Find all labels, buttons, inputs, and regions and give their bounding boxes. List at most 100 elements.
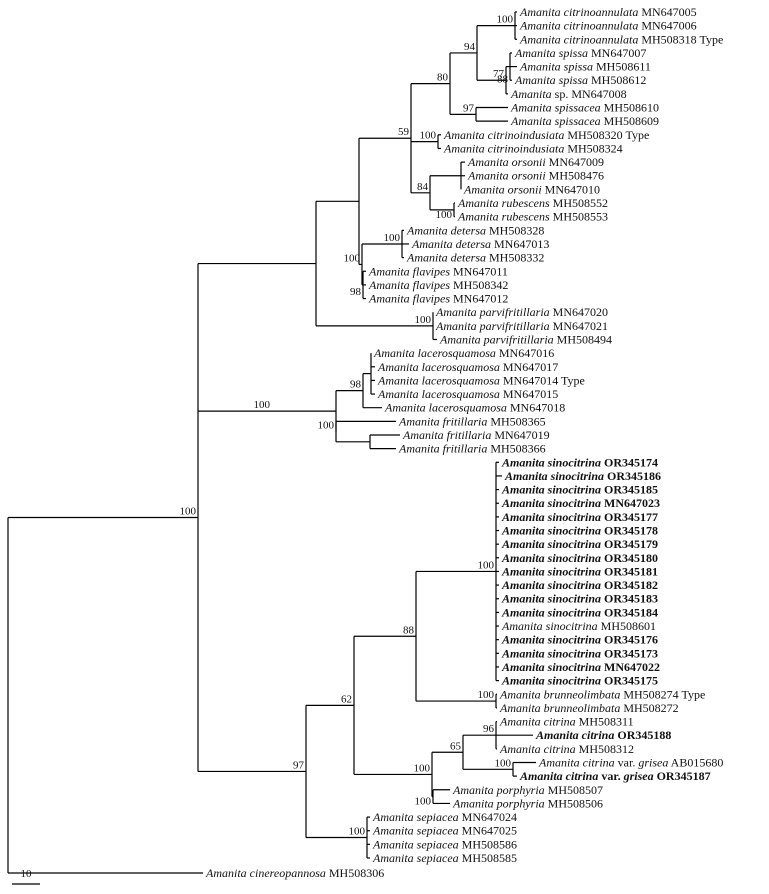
taxon-label: Amanita spissa MH508612 — [514, 73, 646, 87]
taxon-label: Amanita flavipes MH508342 — [368, 278, 508, 292]
taxon-accession: MN647022 — [601, 660, 660, 674]
taxon-species: Amanita sepiacea — [372, 837, 459, 851]
taxon-label: Amanita spissacea MH508610 — [510, 101, 659, 115]
taxon-accession: MH508311 — [576, 715, 634, 729]
taxon-label: Amanita citrina var. grisea OR345187 — [519, 769, 711, 783]
taxon-labels: Amanita citrinoannulata MN647005Amanita … — [205, 5, 723, 880]
taxon-species: Amanita orsonii — [463, 182, 542, 196]
taxon-type-mark: Type — [697, 32, 724, 46]
taxon-accession: OR345179 — [601, 537, 658, 551]
taxon-species: Amanita sinocitrina — [501, 564, 601, 578]
taxon-label: Amanita citrinoannulata MN647005 — [519, 5, 697, 19]
support-value: 100 — [478, 559, 495, 571]
support-value: 88 — [403, 624, 415, 636]
taxon-accession: MH508332 — [486, 251, 544, 265]
taxon-species: Amanita citrina — [538, 755, 615, 769]
taxon-species: Amanita flavipes — [368, 278, 450, 292]
taxon-species: Amanita sinocitrina — [501, 592, 601, 606]
taxon-species: Amanita sinocitrina — [501, 605, 601, 619]
taxon-species: Amanita detersa — [406, 223, 486, 237]
support-value: 100 — [180, 506, 197, 518]
taxon-label: Amanita fritillaria MH508366 — [398, 442, 546, 456]
taxon-label: Amanita porphyria MH508507 — [452, 783, 603, 797]
taxon-species: Amanita — [510, 87, 552, 101]
taxon-species: Amanita sinocitrina — [501, 551, 601, 565]
taxon-label: Amanita sinocitrina OR345182 — [501, 578, 658, 592]
taxon-accession: MH508476 — [546, 169, 604, 183]
taxon-accession: OR345187 — [654, 769, 711, 783]
taxon-label: Amanita sinocitrina OR345175 — [501, 674, 658, 688]
taxon-species: Amanita spissa — [519, 60, 593, 74]
taxon-accession: MH508324 — [564, 141, 622, 155]
taxon-species: Amanita citrina — [499, 715, 576, 729]
taxon-species: Amanita brunneolimbata — [499, 687, 620, 701]
taxon-label: Amanita citrinoindusiata MH508324 — [443, 141, 623, 155]
taxon-label: Amanita sinocitrina OR345180 — [501, 551, 658, 565]
taxon-label: Amanita sinocitrina OR345176 — [501, 633, 658, 647]
taxon-species: Amanita fritillaria — [402, 428, 491, 442]
support-value: 80 — [437, 72, 449, 84]
taxon-accession: MH508585 — [459, 851, 517, 865]
taxon-species: Amanita cinereopannosa — [205, 866, 326, 880]
taxon-accession: MH508306 — [326, 866, 384, 880]
taxon-accession: MH508609 — [601, 114, 659, 128]
support-value: 84 — [417, 181, 429, 193]
taxon-label: Amanita sinocitrina MH508601 — [501, 619, 656, 633]
taxon-species: Amanita citrinoannulata — [519, 32, 638, 46]
taxon-species: Amanita spissacea — [510, 101, 601, 115]
taxon-label: Amanita lacerosquamosa MN647017 — [377, 360, 558, 374]
taxon-accession: MN647025 — [459, 824, 517, 838]
taxon-accession: OR345174 — [601, 455, 658, 469]
taxon-accession: MN647016 — [496, 346, 554, 360]
taxon-accession: MH508312 — [576, 742, 634, 756]
taxon-label: Amanita sinocitrina OR345177 — [501, 510, 658, 524]
taxon-species: Amanita lacerosquamosa — [377, 373, 500, 387]
taxon-label: Amanita orsonii MH508476 — [467, 169, 604, 183]
taxon-species: Amanita sinocitrina — [501, 633, 601, 647]
taxon-accession: OR345175 — [601, 674, 658, 688]
taxon-species: Amanita parvifritillaria — [435, 319, 550, 333]
taxon-var-label: var. — [615, 755, 639, 769]
taxon-label: Amanita sp. MN647008 — [510, 87, 627, 101]
support-value: 100 — [254, 399, 271, 411]
taxon-species: Amanita detersa — [411, 237, 491, 251]
taxon-label: Amanita parvifritillaria MN647020 — [435, 305, 608, 319]
support-value: 100 — [415, 314, 432, 326]
taxon-type-mark: Type — [679, 687, 706, 701]
taxon-species: Amanita brunneolimbata — [499, 701, 620, 715]
taxon-var-label: var. — [598, 769, 623, 783]
taxon-accession: MN647024 — [459, 810, 517, 824]
taxon-species: Amanita sinocitrina — [501, 510, 601, 524]
taxon-species: Amanita spissa — [514, 73, 588, 87]
support-value: 98 — [350, 379, 362, 391]
taxon-label: Amanita orsonii MN647009 — [467, 155, 604, 169]
taxon-label: Amanita sinocitrina OR345183 — [501, 592, 658, 606]
taxon-species: Amanita citrina — [535, 728, 614, 742]
taxon-species: Amanita porphyria — [452, 796, 545, 810]
support-value: 88 — [497, 74, 509, 86]
taxon-type-mark: Type — [558, 373, 585, 387]
taxon-accession: MN647011 — [450, 264, 508, 278]
taxon-accession: OR345184 — [601, 605, 658, 619]
taxon-label: Amanita sinocitrina OR345186 — [504, 469, 661, 483]
taxon-species: Amanita citrina — [499, 742, 576, 756]
taxon-accession: MH508366 — [487, 442, 545, 456]
taxon-label: Amanita lacerosquamosa MN647016 — [373, 346, 554, 360]
taxon-species: Amanita sinocitrina — [501, 646, 601, 660]
taxon-species: Amanita flavipes — [368, 292, 450, 306]
taxon-accession: MH508553 — [550, 210, 608, 224]
taxon-species: Amanita sinocitrina — [501, 524, 601, 538]
taxon-species: Amanita rubescens — [457, 210, 550, 224]
taxon-label: Amanita citrinoannulata MN647006 — [519, 19, 697, 33]
tree-branches — [7, 11, 536, 874]
taxon-accession: MN647017 — [500, 360, 558, 374]
taxon-label: Amanita sinocitrina MN647023 — [501, 496, 660, 510]
taxon-accession: OR345186 — [604, 469, 661, 483]
taxon-species: Amanita parvifritillaria — [439, 332, 554, 346]
taxon-label: Amanita citrinoannulata MH508318 Type — [519, 32, 723, 46]
taxon-accession: MH508612 — [588, 73, 646, 87]
support-value: 100 — [349, 826, 366, 838]
taxon-species: Amanita orsonii — [467, 155, 546, 169]
taxon-accession: MH508506 — [545, 796, 603, 810]
taxon-accession: OR345188 — [614, 728, 671, 742]
